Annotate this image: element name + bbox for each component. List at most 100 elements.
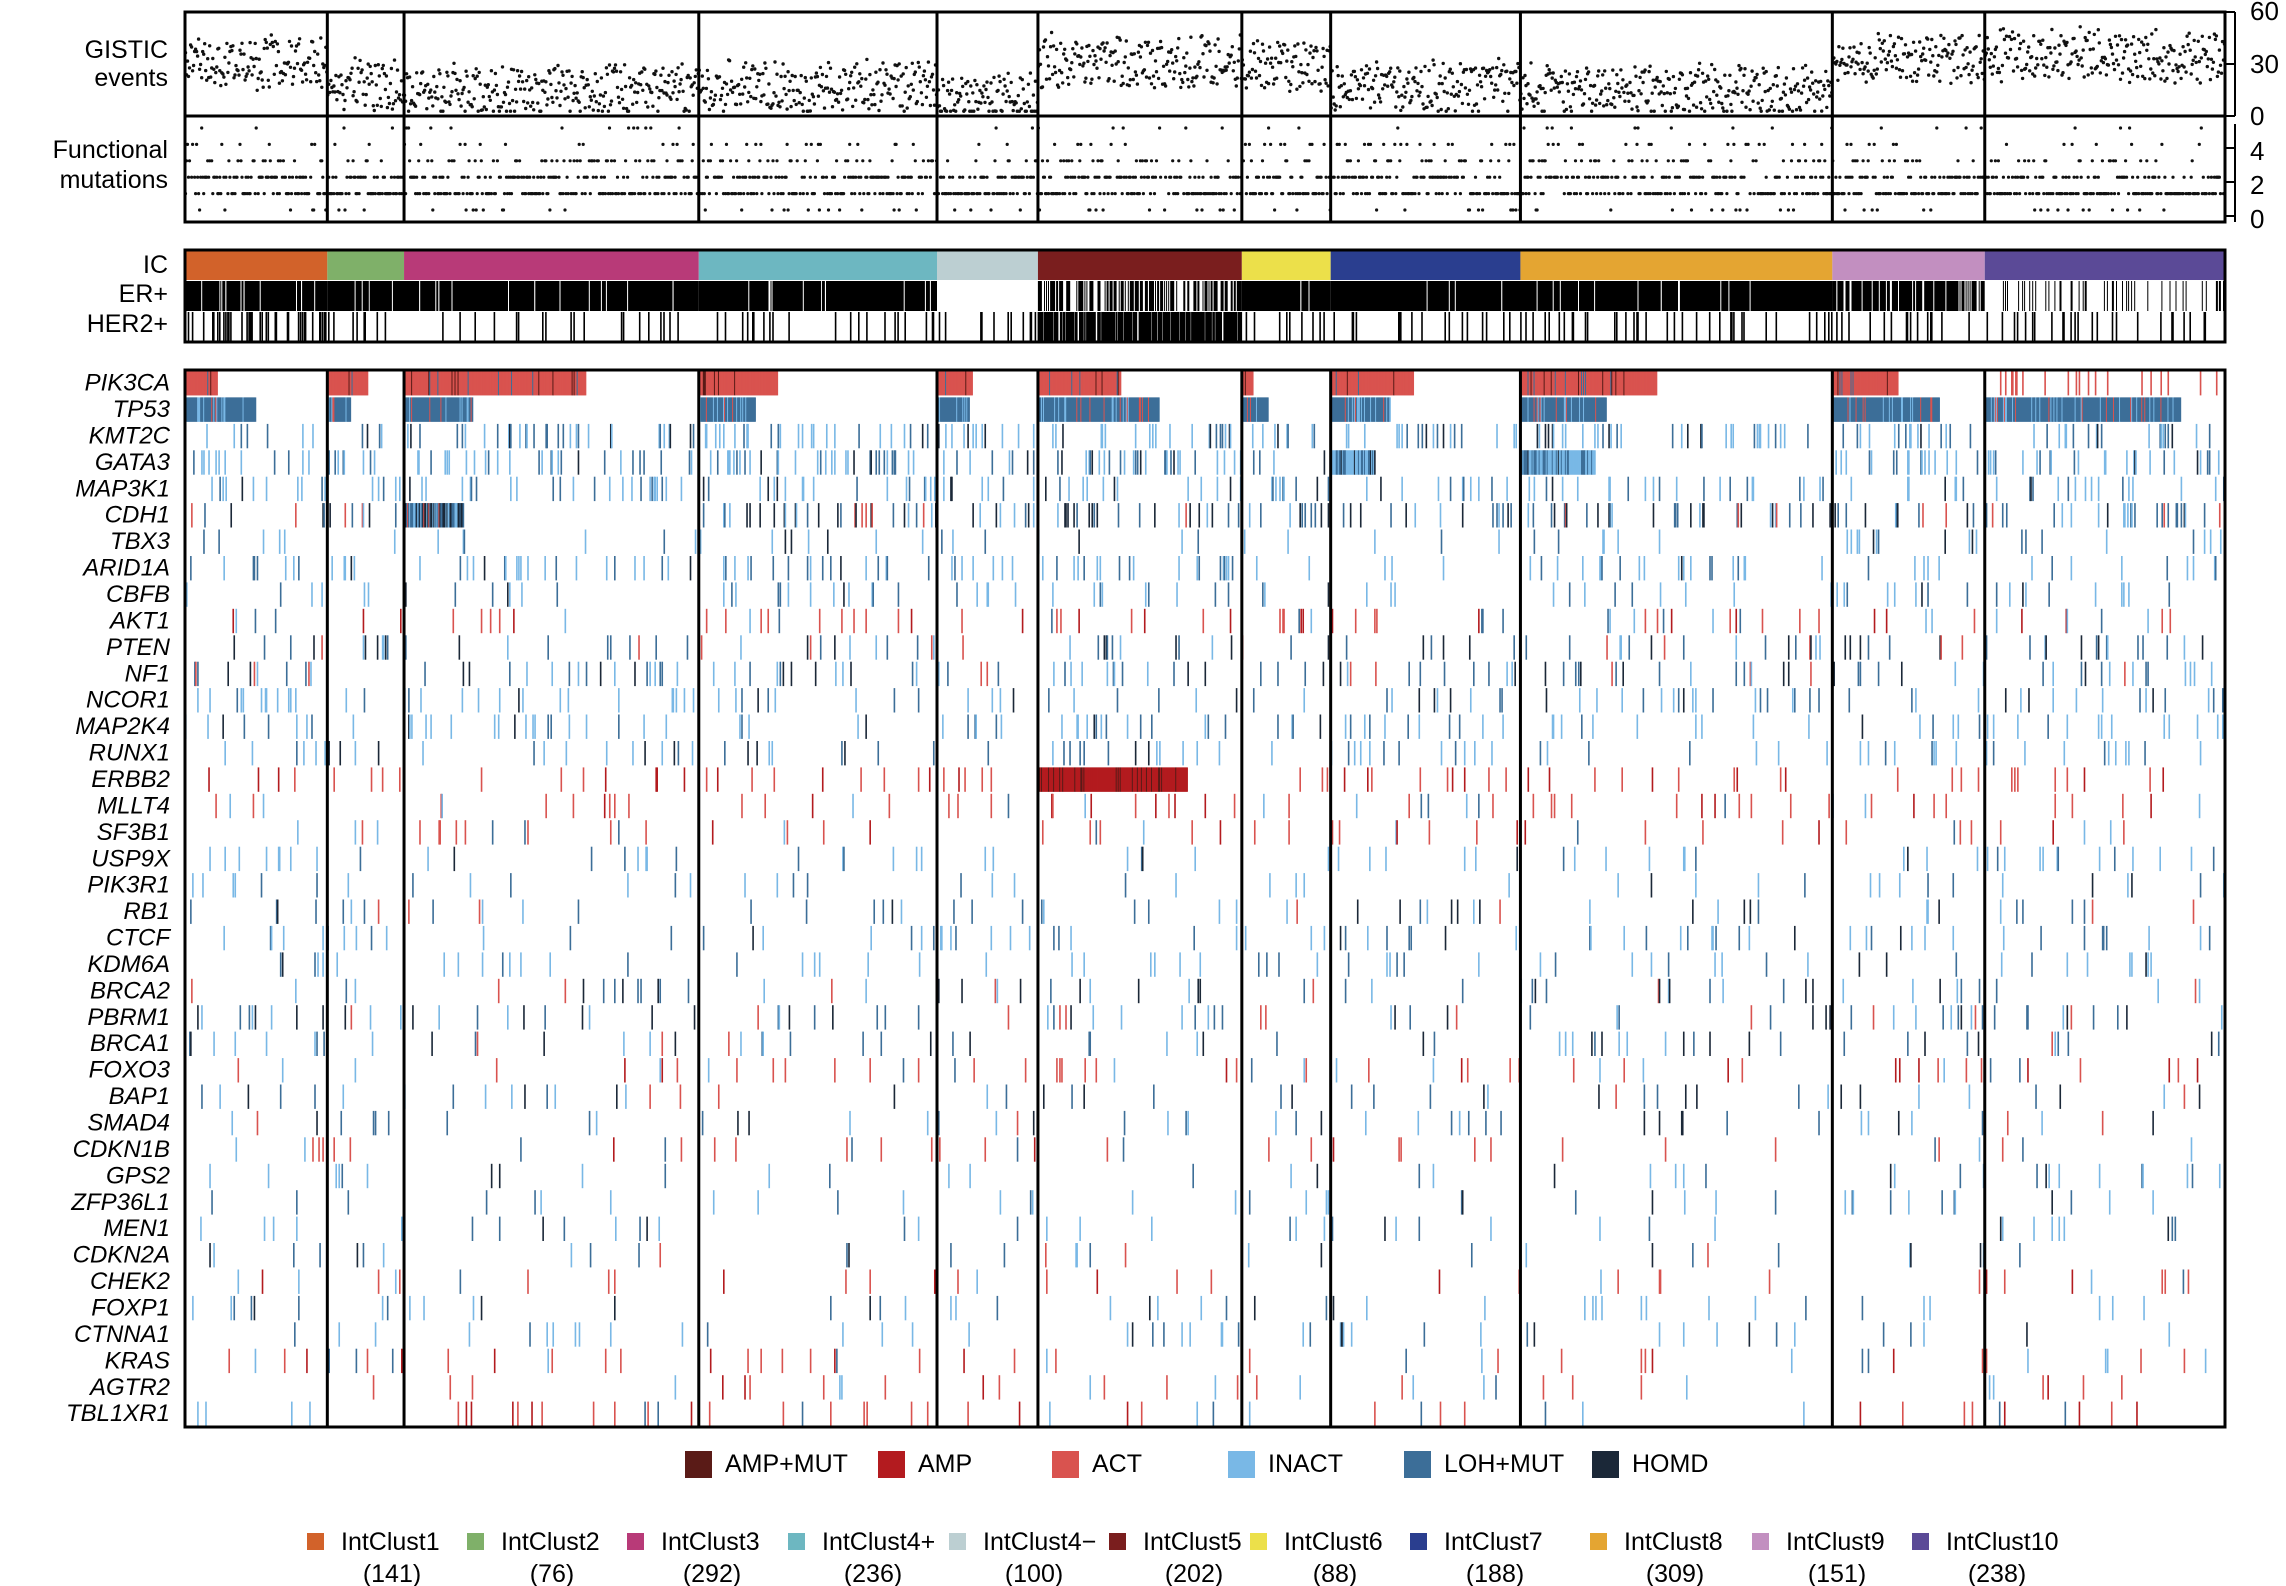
gistic-point bbox=[1891, 44, 1896, 49]
chart-marks bbox=[183, 25, 2227, 1426]
functional-point bbox=[392, 175, 397, 179]
functional-point bbox=[776, 192, 780, 196]
gistic-point bbox=[1116, 60, 1120, 64]
functional-point bbox=[1962, 175, 1966, 179]
her2-positive-mark bbox=[724, 312, 727, 342]
functional-point bbox=[344, 192, 348, 196]
gistic-point bbox=[881, 61, 885, 65]
functional-point bbox=[1733, 175, 1737, 179]
gistic-point bbox=[1476, 109, 1481, 113]
functional-point bbox=[774, 175, 778, 179]
gistic-point bbox=[1713, 67, 1717, 72]
gistic-point bbox=[1734, 80, 1738, 84]
gistic-point bbox=[631, 102, 635, 106]
gistic-point bbox=[1420, 84, 1424, 89]
functional-point bbox=[858, 192, 862, 196]
gistic-point bbox=[1582, 92, 1587, 96]
functional-point bbox=[1533, 192, 1537, 196]
gistic-point bbox=[2082, 75, 2086, 79]
functional-point bbox=[578, 159, 582, 163]
gistic-point bbox=[1780, 109, 1785, 113]
gistic-point bbox=[1746, 92, 1750, 96]
gistic-point bbox=[854, 98, 858, 102]
gistic-point bbox=[2045, 65, 2049, 69]
her2-positive-mark bbox=[1614, 312, 1616, 342]
functional-point bbox=[191, 142, 195, 146]
functional-point bbox=[309, 175, 313, 179]
gistic-point bbox=[197, 67, 202, 72]
functional-point bbox=[2010, 175, 2015, 179]
her2-positive-mark bbox=[2031, 312, 2034, 342]
her2-positive-mark bbox=[459, 312, 461, 342]
gistic-point bbox=[849, 74, 853, 78]
gistic-point bbox=[1561, 100, 1566, 104]
gistic-point bbox=[1929, 60, 1933, 64]
gistic-point bbox=[1110, 63, 1114, 67]
gistic-point bbox=[1107, 77, 1111, 81]
gistic-point bbox=[1950, 52, 1954, 56]
gistic-point bbox=[1729, 102, 1733, 107]
gistic-point bbox=[1761, 66, 1765, 70]
gistic-point bbox=[766, 102, 770, 106]
her2-positive-mark bbox=[620, 312, 623, 342]
er-positive-run bbox=[1213, 281, 1218, 311]
her2-positive-mark bbox=[1030, 312, 1033, 342]
functional-point bbox=[2100, 159, 2104, 163]
functional-point bbox=[548, 208, 552, 212]
gistic-point bbox=[1838, 63, 1842, 67]
gistic-point bbox=[1823, 87, 1827, 92]
gistic-point bbox=[1495, 65, 1499, 70]
gistic-point bbox=[1839, 60, 1843, 65]
gistic-point bbox=[706, 77, 711, 81]
gistic-point bbox=[617, 101, 622, 105]
functional-point bbox=[785, 142, 789, 146]
gistic-point bbox=[591, 108, 595, 112]
gistic-point bbox=[630, 83, 634, 88]
gistic-point bbox=[973, 78, 977, 83]
her2-positive-mark bbox=[663, 312, 665, 342]
gistic-point bbox=[1050, 72, 1055, 77]
her2-positive-mark bbox=[287, 312, 290, 342]
functional-point bbox=[1624, 142, 1628, 146]
gistic-point bbox=[1910, 79, 1915, 83]
gistic-point bbox=[982, 84, 986, 88]
gistic-point bbox=[488, 98, 492, 103]
functional-point bbox=[729, 159, 733, 163]
gistic-point bbox=[2011, 69, 2016, 73]
er-positive-run bbox=[589, 281, 601, 311]
gistic-point bbox=[1824, 69, 1828, 74]
er-positive-run bbox=[1899, 281, 1913, 311]
gistic-point bbox=[989, 81, 993, 85]
gistic-point bbox=[1706, 74, 1710, 78]
functional-point bbox=[1872, 142, 1876, 146]
her2-positive-mark bbox=[1051, 312, 1054, 342]
gistic-point bbox=[1792, 87, 1797, 92]
gistic-point bbox=[408, 102, 413, 106]
functional-point bbox=[2139, 159, 2143, 163]
gistic-point bbox=[1997, 70, 2002, 75]
gistic-point bbox=[1474, 102, 1479, 106]
functional-point bbox=[1031, 175, 1035, 179]
functional-point bbox=[1932, 192, 1936, 196]
gistic-point bbox=[1254, 76, 1259, 80]
functional-point bbox=[1808, 192, 1812, 196]
functional-point bbox=[515, 159, 519, 163]
gistic-point bbox=[583, 106, 587, 110]
gistic-point bbox=[725, 92, 730, 97]
functional-point bbox=[2163, 175, 2167, 179]
gistic-point bbox=[1575, 70, 1580, 74]
her2-positive-mark bbox=[1926, 312, 1929, 342]
gistic-point bbox=[808, 109, 812, 113]
functional-point bbox=[848, 142, 852, 146]
gistic-point bbox=[931, 88, 936, 92]
gistic-point bbox=[1001, 92, 1005, 96]
functional-point bbox=[735, 159, 739, 163]
gistic-point bbox=[1818, 97, 1822, 101]
functional-point bbox=[1440, 192, 1444, 196]
gistic-point bbox=[1311, 55, 1315, 60]
functional-point bbox=[1804, 159, 1808, 163]
gistic-point bbox=[1131, 77, 1136, 82]
functional-point bbox=[705, 175, 710, 179]
gistic-point bbox=[1065, 58, 1069, 62]
gistic-point bbox=[388, 81, 393, 86]
